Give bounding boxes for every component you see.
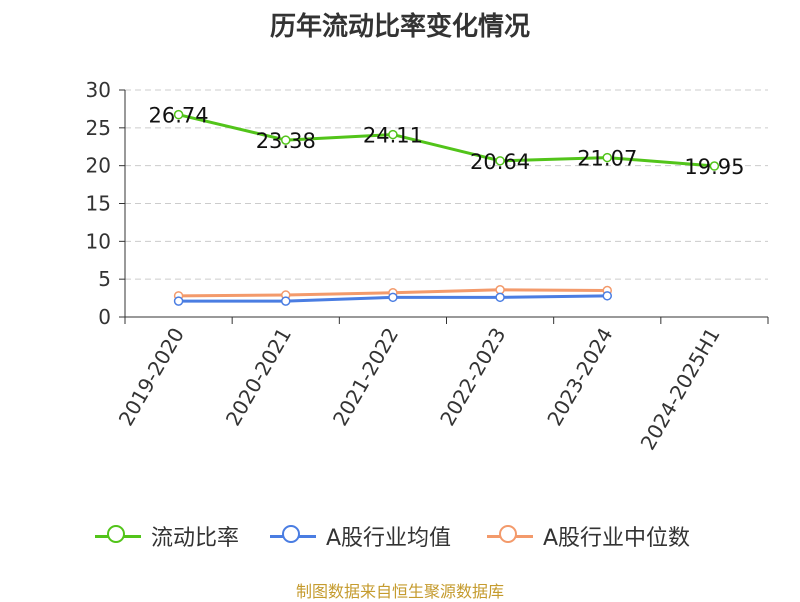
series-line bbox=[178, 113, 715, 168]
legend-marker bbox=[487, 523, 533, 549]
legend-label: A股行业中位数 bbox=[543, 526, 691, 551]
x-tick-label: 2022-2023 bbox=[435, 324, 510, 430]
legend-marker bbox=[270, 523, 316, 549]
y-tick-label: 10 bbox=[86, 229, 111, 253]
y-tick-label: 30 bbox=[86, 78, 111, 102]
x-tick-label: 2024-2025H1 bbox=[636, 324, 725, 454]
data-label: 23.38 bbox=[256, 129, 316, 153]
legend-item-industry-median[interactable]: A股行业中位数 bbox=[487, 518, 690, 554]
y-tick-label: 0 bbox=[98, 305, 111, 329]
legend-label: 流动比率 bbox=[151, 526, 240, 551]
y-tick-label: 5 bbox=[98, 267, 111, 291]
data-point bbox=[495, 156, 505, 166]
data-point bbox=[281, 135, 291, 145]
data-label: 24.11 bbox=[363, 124, 423, 148]
data-label: 20.64 bbox=[470, 150, 530, 174]
x-tick-label: 2023-2024 bbox=[542, 324, 617, 430]
data-point bbox=[173, 109, 184, 120]
legend-label: A股行业均值 bbox=[326, 526, 452, 551]
data-label: 19.95 bbox=[684, 155, 744, 179]
data-point bbox=[709, 161, 720, 171]
data-point bbox=[495, 292, 505, 303]
line-chart: 0 5 10 15 20 25 30 2019-2020 2020-2021 2021-2022 2… bbox=[86, 78, 769, 454]
data-point bbox=[173, 296, 184, 306]
data-point bbox=[388, 292, 398, 303]
data-label: 26.74 bbox=[149, 104, 209, 128]
data-label: 21.07 bbox=[577, 147, 637, 171]
x-tick-label: 2020-2021 bbox=[221, 324, 296, 430]
legend-item-current-ratio[interactable]: 流动比率 bbox=[95, 518, 239, 554]
x-tick-label: 2019-2020 bbox=[114, 324, 189, 430]
data-point bbox=[281, 296, 291, 306]
y-tick-label: 15 bbox=[86, 192, 111, 216]
data-point bbox=[602, 152, 612, 163]
chart-title: 历年流动比率变化情况 bbox=[269, 12, 530, 42]
x-tick-label: 2021-2022 bbox=[328, 324, 403, 430]
legend-marker bbox=[95, 523, 141, 549]
data-point bbox=[495, 285, 505, 295]
source-note: 制图数据来自恒生聚源数据库 bbox=[295, 582, 504, 601]
data-point bbox=[388, 129, 398, 140]
data-point bbox=[602, 291, 612, 301]
y-tick-label: 25 bbox=[86, 116, 111, 140]
y-tick-label: 20 bbox=[86, 154, 111, 178]
legend-item-industry-mean[interactable]: A股行业均值 bbox=[270, 518, 451, 554]
legend: 流动比率 A股行业均值 A股行业中位数 bbox=[0, 518, 800, 554]
